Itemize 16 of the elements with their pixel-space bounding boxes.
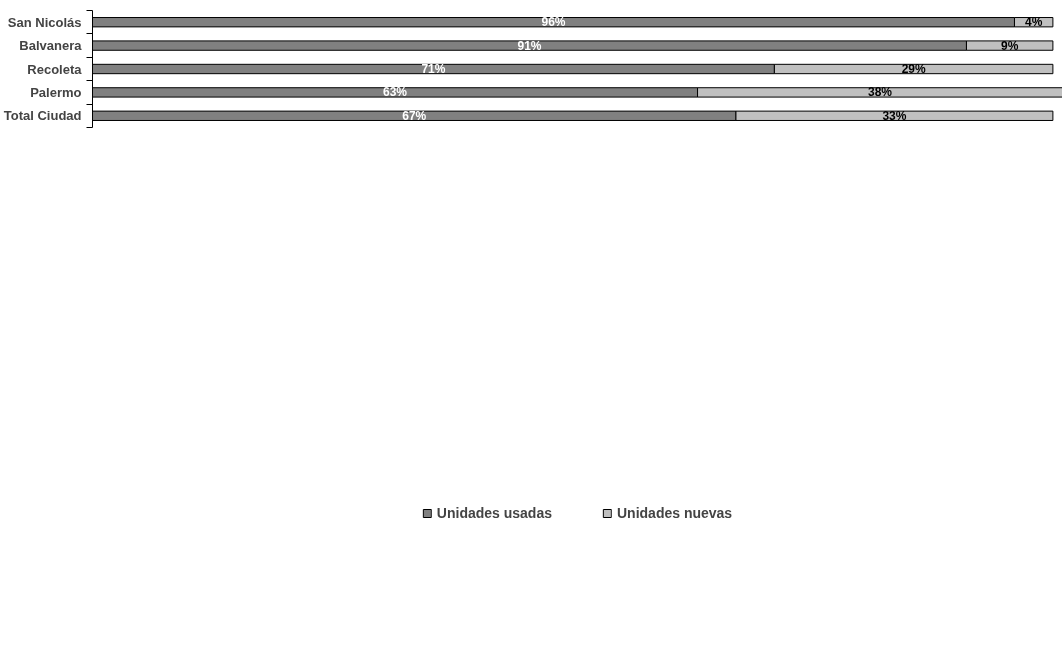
- y-tick-label: Balvanera: [19, 38, 83, 54]
- data-label: 29%: [901, 62, 926, 76]
- y-tick-label: Total Ciudad: [3, 108, 82, 124]
- data-label: 71%: [421, 62, 446, 76]
- data-label: 38%: [868, 85, 893, 100]
- data-label: 67%: [402, 108, 427, 123]
- data-label: 63%: [383, 85, 408, 100]
- data-label: 96%: [541, 15, 566, 30]
- data-label: 33%: [882, 108, 907, 123]
- y-tick-label: San Nicolás: [7, 14, 82, 30]
- data-label: 91%: [517, 38, 542, 53]
- legend-label: Unidades usadas: [436, 505, 552, 521]
- y-tick-label: Palermo: [30, 84, 82, 100]
- y-tick-label: Recoleta: [27, 61, 83, 77]
- data-label: 9%: [1001, 38, 1019, 53]
- legend-label: Unidades nuevas: [617, 505, 733, 521]
